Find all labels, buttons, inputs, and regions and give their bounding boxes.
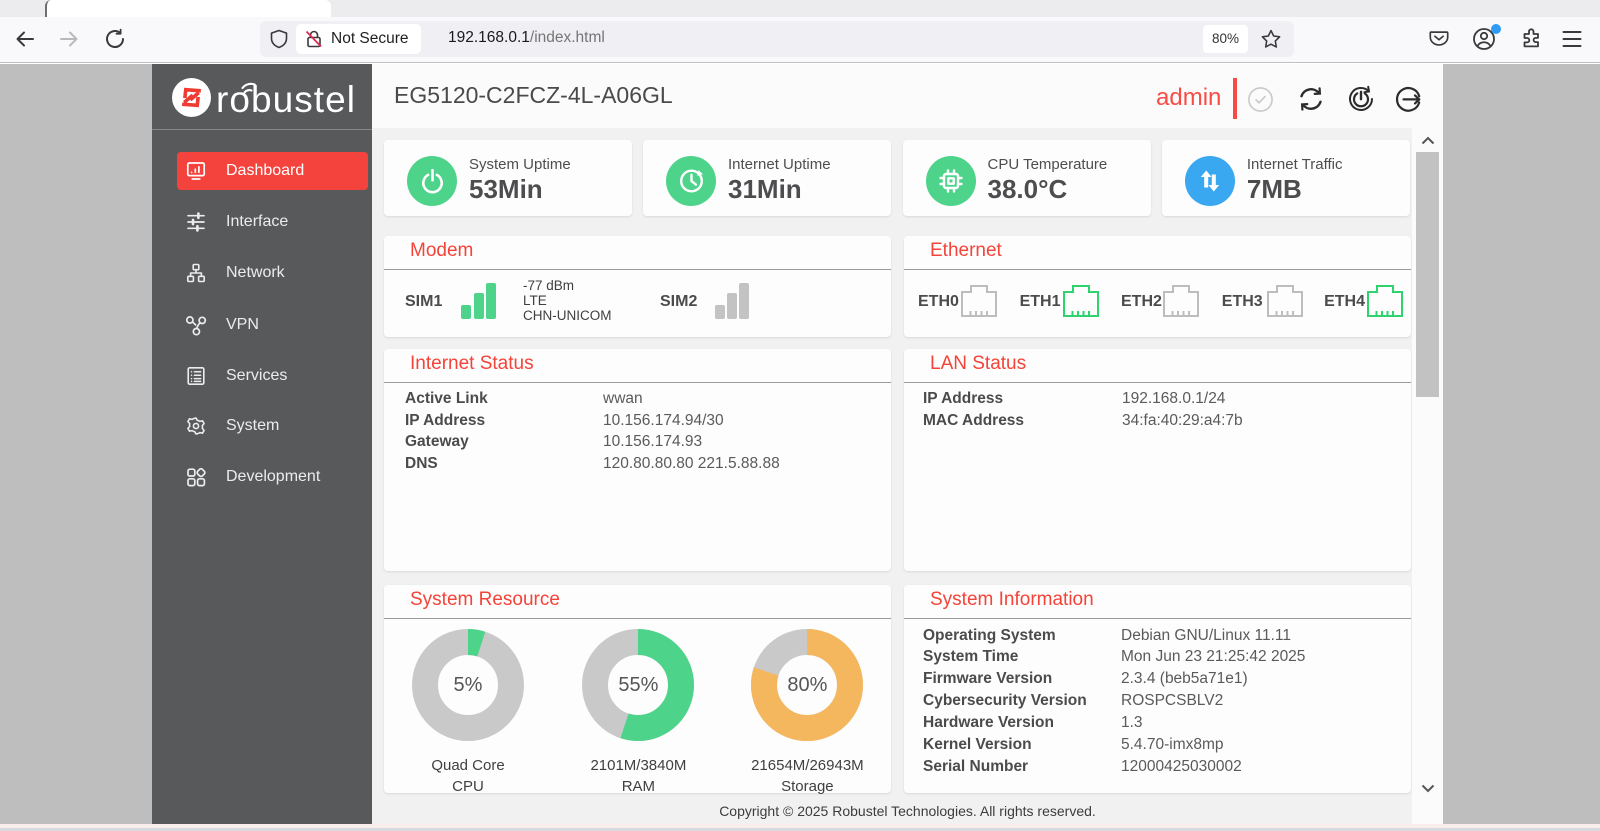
svg-text:robustel: robustel bbox=[216, 79, 355, 120]
